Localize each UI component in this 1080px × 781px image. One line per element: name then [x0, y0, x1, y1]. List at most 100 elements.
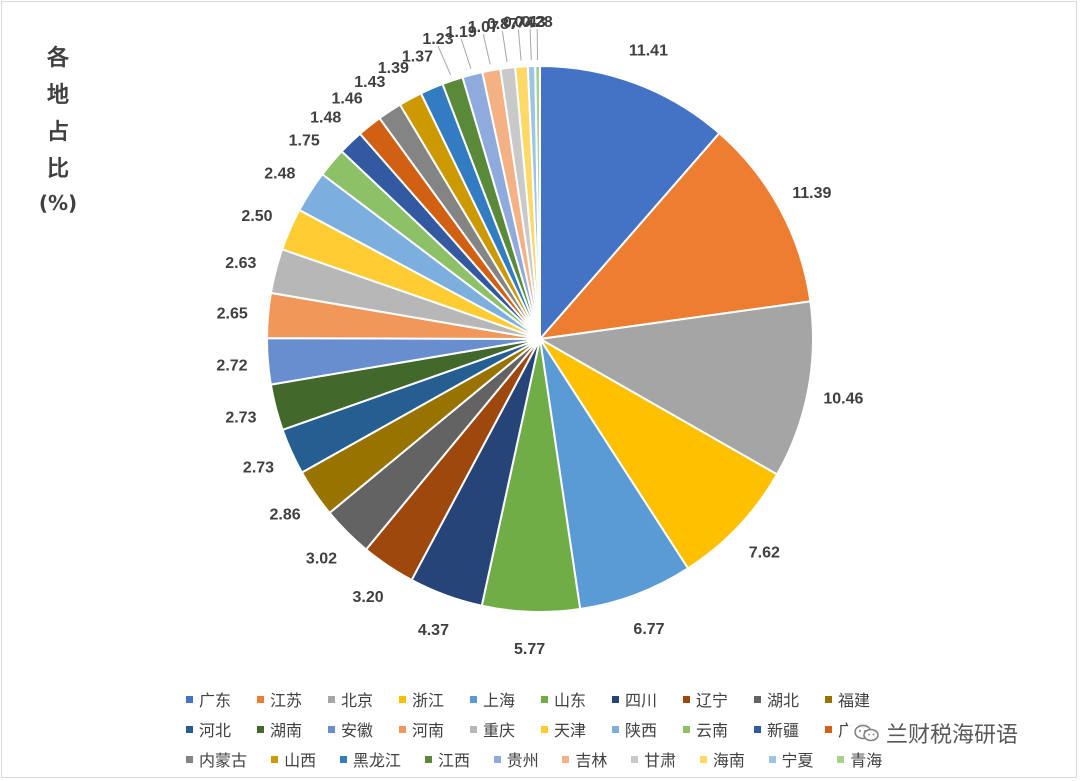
legend-item: 四川: [612, 687, 683, 711]
legend-swatch: [754, 725, 761, 733]
legend-item: 山东: [541, 687, 612, 711]
data-label: 10.46: [823, 391, 863, 408]
data-label: 1.23: [422, 31, 453, 48]
legend-label: 吉林: [575, 751, 608, 770]
legend-item: 云南: [683, 717, 754, 741]
legend-swatch: [825, 695, 832, 703]
legend-swatch: [837, 755, 845, 763]
legend-item: 辽宁: [683, 687, 754, 711]
legend-swatch: [683, 695, 690, 703]
legend-item: 内蒙古: [186, 747, 271, 771]
legend-label: 山东: [554, 691, 587, 710]
legend-label: 江西: [438, 751, 471, 770]
watermark: 兰财税海研语: [848, 715, 1025, 751]
legend-label: 浙江: [412, 691, 445, 710]
legend-item: 湖北: [754, 687, 825, 711]
legend-label: 新疆: [767, 721, 800, 740]
data-label: 1.46: [332, 91, 363, 108]
data-label: 1.75: [289, 132, 320, 149]
legend-label: 青海: [850, 751, 883, 770]
legend-item: 陕西: [612, 717, 683, 741]
legend-label: 贵州: [506, 751, 539, 770]
legend-label: 宁夏: [781, 751, 814, 770]
legend-swatch: [683, 725, 690, 733]
data-label: 0.28: [522, 14, 553, 31]
data-label: 1.07: [468, 19, 499, 36]
data-label: 2.50: [241, 208, 272, 225]
legend-label: 陕西: [625, 721, 658, 740]
data-label: 2.73: [225, 410, 256, 427]
legend-swatch: [754, 695, 761, 703]
leader-line: [501, 31, 508, 63]
legend-label: 天津: [554, 721, 587, 740]
data-label: 2.73: [243, 459, 274, 476]
data-label: 11.41: [629, 43, 668, 60]
legend-swatch: [399, 695, 406, 703]
legend-swatch: [612, 695, 619, 703]
data-label: 11.39: [792, 185, 831, 202]
data-label: 5.77: [514, 641, 545, 658]
data-label: 2.48: [264, 165, 295, 182]
legend-swatch: [562, 755, 570, 763]
legend-swatch: [470, 725, 477, 733]
legend-swatch: [768, 755, 776, 763]
leader-line: [437, 45, 451, 75]
data-label: 2.72: [216, 357, 247, 374]
legend-item: 吉林: [562, 747, 631, 771]
legend-swatch: [257, 695, 264, 703]
legend-label: 山西: [284, 751, 317, 770]
legend-label: 广东: [199, 691, 232, 710]
legend-item: 北京: [328, 687, 399, 711]
legend-swatch: [631, 755, 639, 763]
legend-label: 甘肃: [644, 751, 677, 770]
data-label: 3.02: [306, 551, 337, 568]
legend-swatch: [470, 695, 477, 703]
y-label-char: 比: [46, 157, 69, 182]
legend-item: 新疆: [754, 717, 825, 741]
legend-swatch: [425, 755, 433, 763]
data-label: 6.77: [633, 621, 664, 638]
legend-swatch: [612, 725, 619, 733]
y-axis-label: 各 地 占 比 (%): [38, 40, 78, 218]
legend-swatch: [186, 695, 193, 703]
legend-swatch: [399, 725, 406, 733]
data-label: 1.19: [446, 24, 477, 41]
legend-label: 四川: [625, 691, 658, 710]
y-label-char: 地: [46, 83, 69, 108]
pie-slice-浙江: [539, 338, 779, 570]
legend-swatch: [541, 695, 548, 703]
y-label-char: 占: [46, 120, 69, 145]
legend-item: 重庆: [470, 717, 541, 741]
legend-item: 宁夏: [768, 747, 838, 771]
legend-swatch: [271, 755, 279, 763]
legend-item: 山西: [271, 747, 340, 771]
data-label: 4.37: [418, 622, 449, 639]
legend-label: 河南: [412, 721, 445, 740]
legend-row: 广东 江苏 北京 浙江 上海 山东 四川 辽宁 湖北 福建: [186, 684, 906, 714]
watermark-text: 兰财税海研语: [886, 723, 1019, 748]
legend-swatch: [328, 695, 335, 703]
y-label-char: 各: [46, 46, 69, 71]
data-label: 2.65: [217, 305, 248, 322]
legend-swatch: [186, 725, 193, 733]
data-label: 1.48: [310, 109, 341, 126]
pie-slice-上海: [539, 338, 690, 611]
legend-label: 福建: [838, 691, 871, 710]
legend-label: 湖北: [767, 691, 800, 710]
data-label: 2.63: [225, 255, 256, 272]
data-label: 1.39: [378, 60, 409, 77]
data-label: 0.87: [487, 16, 518, 33]
legend-label: 上海: [483, 691, 516, 710]
legend-label: 海南: [712, 751, 745, 770]
leader-line: [529, 29, 532, 61]
legend-label: 安徽: [341, 721, 374, 740]
legend-swatch: [541, 725, 548, 733]
legend-item: 江西: [425, 747, 494, 771]
data-label: 1.37: [402, 48, 433, 65]
legend-swatch: [339, 755, 347, 763]
legend-swatch: [699, 755, 707, 763]
legend-row: 河北湖南安徽河南重庆天津陕西云南新疆广西: [186, 714, 906, 744]
legend-swatch: [328, 725, 335, 733]
leader-line: [460, 38, 472, 69]
